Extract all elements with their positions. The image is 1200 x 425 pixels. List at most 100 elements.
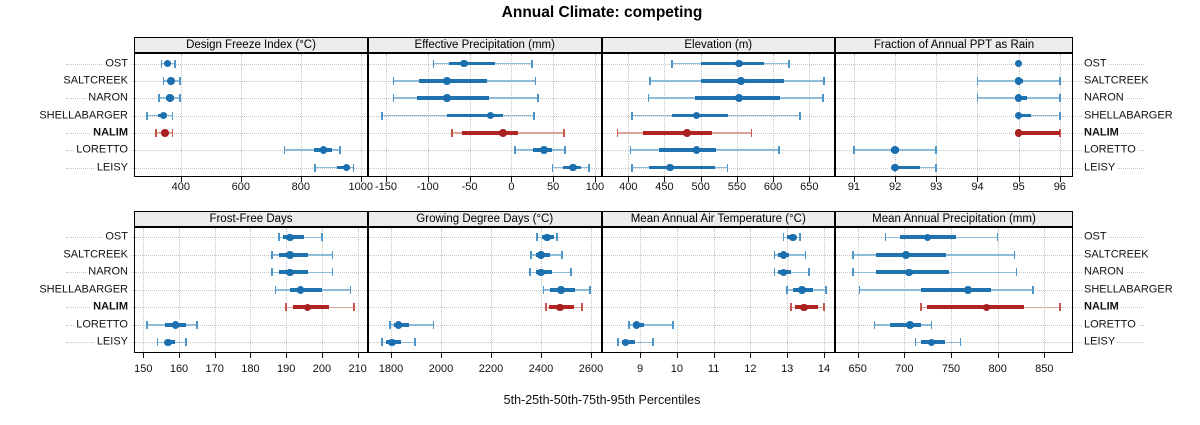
row-gridline <box>602 307 834 309</box>
row-gridline <box>836 98 1072 100</box>
row-gridline <box>135 63 367 65</box>
median-dot <box>486 111 495 120</box>
row-gridline <box>135 80 367 82</box>
whisker-line <box>629 324 674 326</box>
iqr-band <box>289 287 322 292</box>
iqr-band <box>926 305 1024 310</box>
whisker-cap-high <box>808 268 811 277</box>
x-tick <box>441 353 442 358</box>
x-tick-label: 93 <box>930 181 943 193</box>
median-dot <box>1014 77 1023 85</box>
x-tick <box>823 353 825 358</box>
row-gridline <box>369 150 601 152</box>
row-gridline <box>836 63 1072 65</box>
median-dot <box>692 111 701 120</box>
median-dot <box>540 146 548 155</box>
whisker-cap-low <box>160 59 163 68</box>
median-dot <box>735 94 743 102</box>
whisker-cap-high <box>533 111 535 120</box>
whisker-cap-low <box>629 146 632 155</box>
whisker-cap-high <box>331 250 334 259</box>
x-tick-label: 1800 <box>378 363 404 375</box>
median-dot <box>692 146 701 155</box>
x-tick <box>773 177 775 182</box>
x-tick-label: 10 <box>670 363 683 375</box>
x-tick-label: 2200 <box>478 363 504 375</box>
whisker-cap-low <box>976 94 979 103</box>
whisker-line <box>774 254 806 256</box>
site-label-left: NALIM <box>91 300 130 314</box>
median-dot <box>166 94 174 102</box>
whisker-cap-high <box>588 285 591 294</box>
site-label-left: LEISY <box>94 335 130 349</box>
x-tick <box>904 353 906 358</box>
median-dot <box>557 286 565 294</box>
row-gridline <box>836 115 1072 117</box>
whisker-cap-high <box>349 285 352 294</box>
median-dot <box>171 321 180 329</box>
site-label-right: SALTCREEK <box>1082 74 1151 88</box>
whisker-cap-low <box>628 320 630 329</box>
row-gridline <box>369 167 601 169</box>
x-gridline <box>180 54 182 176</box>
x-tick-label: 100 <box>585 181 605 193</box>
row-gridline <box>602 272 834 274</box>
site-label-right: LEISY <box>1082 335 1118 349</box>
site-label-left: NALIM <box>91 126 130 140</box>
x-tick-label: -100 <box>416 181 439 193</box>
x-tick-label: 12 <box>744 363 757 375</box>
whisker-cap-low <box>545 303 547 312</box>
x-tick <box>300 177 302 182</box>
x-tick <box>676 353 678 358</box>
whisker-cap-high <box>556 233 559 242</box>
x-gridline <box>895 54 897 176</box>
whisker-cap-high <box>570 268 572 277</box>
whisker-cap-high <box>799 233 801 242</box>
whisker-cap-high <box>778 146 780 155</box>
x-tick <box>214 353 216 358</box>
row-gridline <box>135 254 367 256</box>
iqr-band <box>447 113 503 118</box>
site-label-right: NARON <box>1082 91 1126 105</box>
chart-title: Annual Climate: competing <box>501 4 703 21</box>
site-label-left: LEISY <box>94 161 130 175</box>
x-tick-label: 700 <box>895 363 914 375</box>
x-tick-label: 13 <box>781 363 794 375</box>
whisker-cap-low <box>617 338 619 347</box>
median-dot <box>161 129 169 137</box>
row-gridline <box>135 324 367 326</box>
whisker-cap-low <box>631 163 633 172</box>
whisker-cap-low <box>158 94 160 103</box>
row-gridline <box>135 237 367 239</box>
site-label-left: LORETTO <box>74 318 130 332</box>
x-tick-label: 190 <box>277 363 296 375</box>
median-dot <box>388 338 397 347</box>
site-label-left: OST <box>103 230 130 244</box>
x-tick <box>541 353 542 358</box>
whisker-cap-high <box>959 338 962 347</box>
x-tick-label: 180 <box>241 363 260 375</box>
row-gridline <box>135 115 367 117</box>
x-tick <box>360 177 362 182</box>
site-label-right: LEISY <box>1082 161 1118 175</box>
x-tick-label: 500 <box>691 181 710 193</box>
x-tick <box>895 177 897 182</box>
x-gridline <box>594 54 596 176</box>
site-label-left: SALTCREEK <box>61 74 130 88</box>
x-tick-label: 550 <box>727 181 747 193</box>
whisker-cap-low <box>852 250 854 259</box>
x-tick <box>640 353 642 358</box>
median-dot <box>906 321 914 329</box>
x-tick <box>594 177 596 182</box>
median-dot <box>167 77 175 85</box>
median-dot <box>982 303 991 312</box>
x-tick-label: 450 <box>655 181 674 193</box>
whisker-cap-high <box>822 76 825 85</box>
median-dot <box>735 59 743 68</box>
x-tick-label: 210 <box>348 363 367 375</box>
x-tick <box>1059 177 1061 182</box>
x-tick-label: 800 <box>988 363 1007 375</box>
x-tick-label: 2400 <box>528 363 554 375</box>
median-dot <box>303 303 312 312</box>
whisker-cap-high <box>174 59 176 68</box>
